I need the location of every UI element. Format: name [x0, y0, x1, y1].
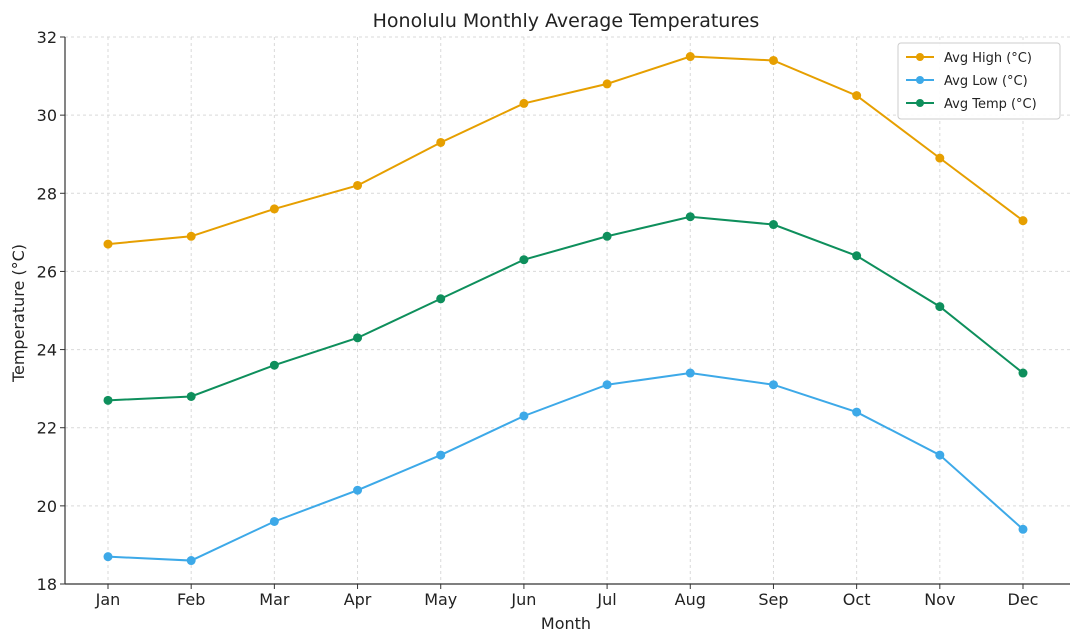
data-point [1018, 216, 1028, 226]
series-avg-temp-c [103, 212, 1028, 405]
x-tick-label: Apr [344, 590, 372, 609]
legend-box [897, 42, 1061, 120]
legend-item: Avg Low (°C) [906, 74, 1028, 89]
series-line [107, 372, 1024, 562]
data-point [768, 220, 778, 230]
data-point [519, 411, 529, 421]
y-tick-label: 26 [37, 262, 57, 281]
data-point [852, 251, 862, 261]
data-point [186, 231, 196, 241]
legend-swatch-marker [916, 99, 924, 107]
legend-label: Avg Temp (°C) [944, 97, 1037, 112]
series-avg-low-c [103, 368, 1028, 566]
x-tick-label: Oct [843, 590, 871, 609]
data-point [685, 368, 695, 378]
y-tick-label: 30 [37, 106, 57, 125]
data-point [436, 294, 446, 304]
data-point [685, 52, 695, 62]
data-point [1018, 368, 1028, 378]
data-point [186, 391, 196, 401]
data-point [935, 153, 945, 163]
x-tick-label: Nov [924, 590, 955, 609]
x-tick-label: Dec [1008, 590, 1039, 609]
y-tick-label: 18 [37, 575, 57, 594]
data-point [1018, 524, 1028, 534]
data-point [269, 360, 279, 370]
data-point [436, 137, 446, 147]
legend-label: Avg High (°C) [944, 51, 1032, 66]
y-tick-label: 22 [37, 419, 57, 438]
data-point [602, 380, 612, 390]
y-axis-label: Temperature (°C) [9, 244, 28, 383]
data-point [353, 180, 363, 190]
data-point [768, 380, 778, 390]
series-line [107, 55, 1024, 246]
data-point [186, 556, 196, 566]
y-tick-label: 28 [37, 184, 57, 203]
data-point [269, 204, 279, 214]
data-point [103, 552, 113, 562]
series-avg-high-c [103, 52, 1028, 249]
x-tick-label: Sep [758, 590, 788, 609]
data-point [935, 302, 945, 312]
x-tick-label: Aug [675, 590, 706, 609]
data-point [852, 407, 862, 417]
data-point [768, 55, 778, 65]
data-point [602, 79, 612, 89]
legend: Avg High (°C) Avg Low (°C) Avg Temp (°C) [897, 42, 1061, 120]
data-point [353, 485, 363, 495]
x-tick-label: Jul [596, 590, 616, 609]
data-point [602, 231, 612, 241]
x-tick-label: May [424, 590, 457, 609]
legend-item: Avg Temp (°C) [906, 97, 1037, 112]
x-tick-label: Jan [95, 590, 121, 609]
series-group [103, 52, 1028, 566]
x-axis-label: Month [541, 614, 591, 633]
data-point [519, 255, 529, 265]
data-point [935, 450, 945, 460]
x-tick-label: Feb [177, 590, 205, 609]
y-tick-label: 24 [37, 341, 57, 360]
y-tick-label: 32 [37, 28, 57, 47]
data-point [519, 98, 529, 108]
legend-label: Avg Low (°C) [944, 74, 1028, 89]
series-line [107, 215, 1024, 402]
axes: Jan Feb Mar Apr May Jun Jul Aug Sep Oct Nov Dec 18 20… [37, 28, 1070, 609]
data-point [353, 333, 363, 343]
data-point [436, 450, 446, 460]
data-point [852, 91, 862, 101]
data-point [685, 212, 695, 222]
y-tick-label: 20 [37, 497, 57, 516]
x-tick-label: Mar [259, 590, 290, 609]
data-point [103, 395, 113, 405]
legend-swatch-marker [916, 53, 924, 61]
legend-swatch-marker [916, 76, 924, 84]
x-tick-label: Jun [510, 590, 536, 609]
legend-item: Avg High (°C) [906, 51, 1032, 66]
grid [65, 36, 1070, 585]
data-point [269, 516, 279, 526]
chart-title: Honolulu Monthly Average Temperatures [373, 10, 760, 32]
data-point [103, 239, 113, 249]
